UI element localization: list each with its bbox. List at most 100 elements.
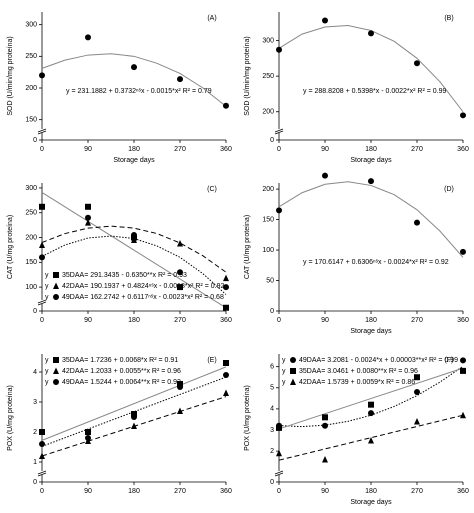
fit-line [41,366,227,441]
fit-line [41,235,227,295]
legend-name: 42DAA [62,283,85,290]
axis-break [37,470,47,475]
axis-break [37,299,47,304]
marker-circle [39,254,45,261]
y-tick-label: 0 [270,137,274,144]
y-tick-label: 4 [33,369,37,376]
legend-equation: = 1.5739 + 0.0059*x R² = 0.86 [321,379,415,386]
y-tick-label: 5 [270,385,274,392]
legend-prefix: y [282,368,286,375]
y-axis-label: SOD (U/min/mg proteína) [244,36,251,115]
y-tick-label: 2 [33,429,37,436]
x-tick-label: 0 [277,317,281,324]
marker-circle [460,248,466,255]
y-tick-label: 2 [270,448,274,455]
axis-break [37,128,47,133]
fit-line [41,191,227,309]
y-tick-label: 3 [270,427,274,434]
y-tick-label: 0 [33,479,37,486]
legend-name: 35DAA [62,272,85,279]
legend-entry: 49DAA= 162.2742 + 0.6117ⁿˢx - 0.0023*x² … [62,294,224,301]
y-tick-label: 250 [25,210,37,217]
y-tick-label: 250 [262,73,274,80]
x-tick-label: 360 [457,146,469,153]
x-tick-label: 360 [220,317,232,324]
fit-line [278,367,464,430]
marker-circle [322,17,328,24]
legend-prefix: y [282,379,286,386]
panel-label: (C) [207,186,217,193]
marker-circle [223,372,229,378]
marker-triangle [85,219,91,226]
fit-line [41,53,227,107]
marker-square [39,203,45,210]
marker-circle [414,219,420,226]
y-tick-label: 300 [25,185,37,192]
marker-square [290,368,296,374]
marker-triangle [177,407,183,414]
legend-prefix: y [45,283,49,290]
equation: y = 231.1882 + 0.3732ⁿˢx - 0.0015*x² R² … [66,88,212,95]
axis-break-gap [38,300,46,304]
x-tick-label: 270 [174,317,186,324]
legend-entry: 42DAA= 190.1937 + 0.4824ⁿˢx - 0.0018*x² … [62,283,224,290]
x-tick-label: 360 [220,146,232,153]
marker-square [276,424,282,431]
marker-triangle [290,378,296,385]
x-tick-label: 180 [365,146,377,153]
y-tick-label: 0 [33,137,37,144]
legend-name: 49DAA [62,294,85,301]
legend-entry: 35DAA= 3.0461 + 0.0080**x R² = 0.96 [299,368,418,375]
y-tick-label: 150 [25,117,37,124]
marker-circle [414,389,420,395]
marker-triangle [223,274,229,282]
legend-prefix: y [45,357,49,364]
legend-name: 42DAA [62,368,85,375]
marker-triangle [53,282,59,289]
legend-prefix: y [45,272,49,279]
x-tick-label: 0 [40,317,44,324]
panel-label: (E) [207,357,216,364]
x-tick-label: 180 [365,317,377,324]
x-tick-label: 270 [411,488,423,495]
marker-square [322,414,328,421]
x-tick-label: 90 [321,317,329,324]
panel-label: (B) [444,15,453,22]
y-tick-label: 300 [262,37,274,44]
axis-break [37,301,47,306]
y-tick-label: 1 [33,459,37,466]
marker-circle [276,207,282,214]
marker-circle [131,414,137,420]
marker-square [223,304,229,311]
y-tick-label: 300 [25,22,37,29]
legend-prefix: y [282,357,286,364]
x-axis-label: Storage days [113,157,155,164]
legend-equation: = 3.2081 - 0.0024*x + 0.00003**x² R² = 0… [321,357,458,364]
x-tick-label: 180 [128,146,140,153]
y-tick-label: 6 [270,364,274,371]
marker-square [53,357,59,363]
x-tick-label: 0 [40,146,44,153]
marker-triangle [276,449,282,457]
marker-square [414,374,420,381]
marker-square [223,360,229,366]
panel-label: (D) [444,186,454,193]
y-tick-label: 0 [270,308,274,315]
panel-label: (F) [445,357,454,364]
legend-name: 49DAA [62,379,85,386]
y-tick-label: 150 [25,259,37,266]
y-axis-label: SOD (U/min/mg proteína) [7,36,14,115]
marker-square [85,429,91,435]
marker-triangle [53,367,59,374]
x-tick-label: 180 [128,488,140,495]
axis-break-gap [38,471,46,475]
x-tick-label: 90 [321,488,329,495]
legend-entry: 35DAA= 1.7236 + 0.0068*x R² = 0.91 [62,357,178,364]
axis-break-gap [275,471,283,475]
y-tick-label: 50 [266,277,274,284]
legend-equation: = 162.2742 + 0.6117ⁿˢx - 0.0023*x² R² = … [84,294,224,301]
marker-triangle [131,422,137,429]
legend-equation: = 3.0461 + 0.0080**x R² = 0.96 [321,368,418,375]
y-tick-label: 3 [33,399,37,406]
axis-break [274,130,284,135]
